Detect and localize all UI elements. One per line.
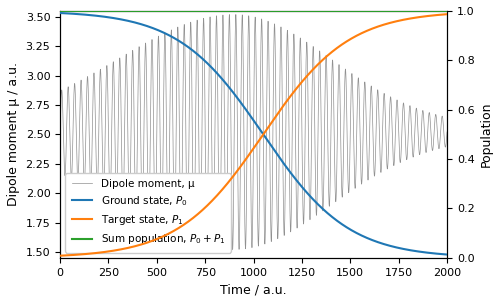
Sum population, $P_0 + P_1$: [57, 9, 63, 13]
Line: Dipole moment, μ: Dipole moment, μ: [60, 15, 447, 250]
X-axis label: Time / a.u.: Time / a.u.: [220, 283, 287, 296]
Target state, $P_1$: [404, 17, 410, 21]
Sum population, $P_0 + P_1$: [438, 9, 444, 13]
Sum population, $P_0 + P_1$: [231, 9, 237, 13]
Sum population, $P_0 + P_1$: [404, 9, 410, 13]
Dipole moment, μ: [231, 144, 237, 147]
Target state, $P_1$: [394, 19, 400, 23]
Dipole moment, μ: [394, 105, 400, 108]
Sum population, $P_0 + P_1$: [394, 9, 400, 13]
Dipole moment, μ: [230, 248, 235, 251]
Ground state, $P_0$: [394, 246, 400, 249]
Ground state, $P_0$: [438, 252, 444, 256]
Ground state, $P_0$: [231, 92, 237, 95]
Dipole moment, μ: [404, 156, 410, 159]
Sum population, $P_0 + P_1$: [443, 9, 449, 13]
Dipole moment, μ: [444, 130, 450, 134]
Ground state, $P_0$: [443, 253, 449, 256]
Dipole moment, μ: [439, 115, 445, 119]
Target state, $P_1$: [304, 74, 310, 78]
Sum population, $P_0 + P_1$: [444, 9, 450, 13]
Target state, $P_1$: [444, 12, 450, 16]
Line: Target state, $P_1$: Target state, $P_1$: [60, 14, 447, 256]
Legend: Dipole moment, μ, Ground state, $P_0$, Target state, $P_1$, Sum population, $P_0: Dipole moment, μ, Ground state, $P_0$, T…: [66, 173, 232, 253]
Target state, $P_1$: [231, 173, 237, 177]
Ground state, $P_0$: [57, 11, 63, 15]
Y-axis label: Population: Population: [480, 102, 493, 167]
Dipole moment, μ: [57, 130, 63, 134]
Target state, $P_1$: [443, 12, 449, 16]
Y-axis label: Dipole moment μ / a.u.: Dipole moment μ / a.u.: [7, 62, 20, 206]
Line: Ground state, $P_0$: Ground state, $P_0$: [60, 13, 447, 255]
Ground state, $P_0$: [444, 253, 450, 256]
Sum population, $P_0 + P_1$: [304, 9, 310, 13]
Dipole moment, μ: [304, 45, 310, 48]
Ground state, $P_0$: [304, 191, 310, 195]
Dipole moment, μ: [443, 141, 449, 145]
Target state, $P_1$: [438, 13, 444, 16]
Ground state, $P_0$: [404, 248, 410, 251]
Target state, $P_1$: [57, 254, 63, 258]
Dipole moment, μ: [233, 13, 239, 16]
